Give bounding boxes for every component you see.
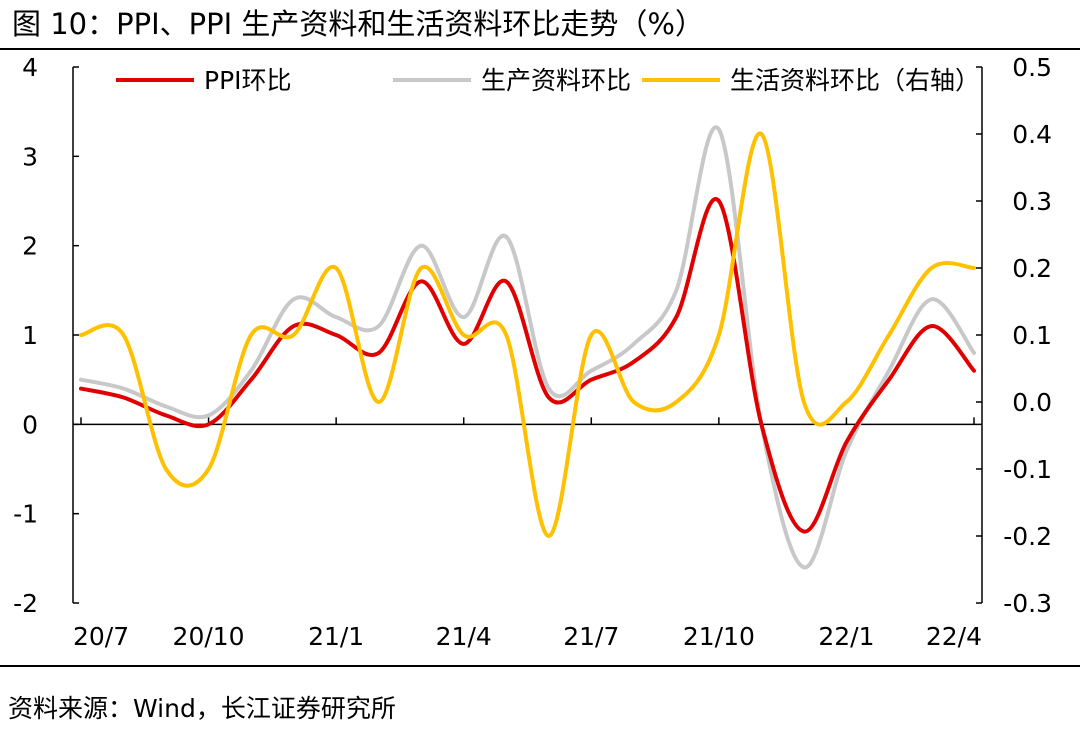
left-tick-label: 2 <box>22 232 38 261</box>
x-tick-label: 20/7 <box>73 622 129 651</box>
right-tick-label: -0.1 <box>1003 455 1052 484</box>
source-note: 资料来源：Wind，长江证券研究所 <box>8 694 396 723</box>
right-tick-label: 0.1 <box>1012 321 1052 350</box>
right-tick-label: -0.3 <box>1003 589 1052 618</box>
left-tick-label: 1 <box>22 321 38 350</box>
x-tick-label: 21/10 <box>683 622 755 651</box>
right-tick-label: -0.2 <box>1003 522 1052 551</box>
left-tick-label: 0 <box>22 410 38 439</box>
right-tick-label: 0.3 <box>1012 187 1052 216</box>
right-tick-label: 0.2 <box>1012 254 1052 283</box>
left-tick-label: 4 <box>22 53 38 82</box>
chart-title: 图 10：PPI、PPI 生产资料和生活资料环比走势（%） <box>12 7 704 41</box>
bottom-rule <box>0 665 1080 667</box>
right-tick-label: 0.0 <box>1012 388 1052 417</box>
legend-item-ppi-label: PPI环比 <box>204 66 292 95</box>
x-tick-label: 20/10 <box>173 622 245 651</box>
left-tick-label: 3 <box>22 142 38 171</box>
x-tick-label: 22/4 <box>926 622 982 651</box>
x-tick-label: 21/1 <box>308 622 364 651</box>
left-tick-label: -1 <box>13 500 38 529</box>
x-tick-label: 21/7 <box>563 622 619 651</box>
x-tick-label: 22/1 <box>818 622 874 651</box>
left-tick-label: -2 <box>13 589 38 618</box>
x-tick-label: 21/4 <box>436 622 492 651</box>
series-line-production <box>79 125 976 570</box>
top-rule <box>0 48 1080 50</box>
legend-item-consumer-label: 生活资料环比（右轴） <box>730 66 980 95</box>
legend-item-production-label: 生产资料环比 <box>481 66 631 95</box>
series-line-consumer <box>79 131 976 538</box>
series-line-ppi <box>79 196 976 534</box>
right-tick-label: 0.4 <box>1012 120 1052 149</box>
right-tick-label: 0.5 <box>1012 53 1052 82</box>
